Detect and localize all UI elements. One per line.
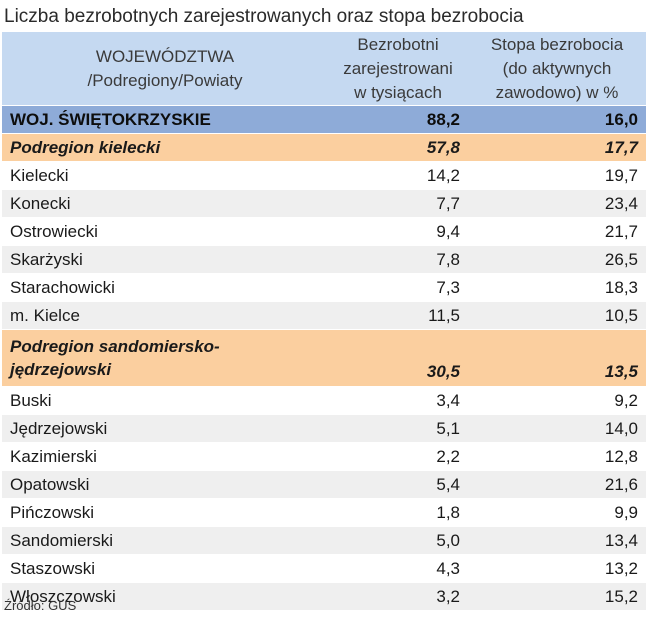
rate-value-cell: 10,5 bbox=[468, 301, 646, 330]
unemployed-value-cell: 30,5 bbox=[328, 329, 468, 387]
table-body: WOJ. ŚWIĘTOKRZYSKIE 88,2 16,0 Podregion kie… bbox=[2, 105, 646, 611]
region-name-cell: WOJ. ŚWIĘTOKRZYSKIE bbox=[2, 105, 328, 134]
header-rate-line-2: (do aktywnych bbox=[502, 58, 612, 78]
table-row: Ostrowiecki 9,4 21,7 bbox=[2, 217, 646, 246]
table-row: Włoszczowski 3,2 15,2 bbox=[2, 582, 646, 611]
region-name-cell: Staszowski bbox=[2, 554, 328, 583]
rate-value-cell: 13,2 bbox=[468, 554, 646, 583]
table-row: Konecki 7,7 23,4 bbox=[2, 189, 646, 218]
unemployed-value-cell: 3,2 bbox=[328, 582, 468, 611]
rate-value-cell: 13,4 bbox=[468, 526, 646, 555]
unemployed-value-cell: 2,2 bbox=[328, 442, 468, 471]
unemployed-value-cell: 88,2 bbox=[328, 105, 468, 134]
region-name-line: jędrzejowski bbox=[10, 360, 112, 379]
rate-value-cell: 13,5 bbox=[468, 329, 646, 387]
unemployed-value-cell: 5,1 bbox=[328, 414, 468, 443]
rate-value-cell: 17,7 bbox=[468, 133, 646, 162]
table-row: Kielecki 14,2 19,7 bbox=[2, 161, 646, 190]
region-name-cell: Kielecki bbox=[2, 161, 328, 190]
header-row: WOJEWÓDZTWA /Podregiony/Powiaty Bezrobot… bbox=[2, 32, 646, 106]
header-rate-line-1: Stopa bezrobocia bbox=[490, 34, 624, 54]
source-note: Źródło: GUS bbox=[4, 598, 77, 613]
header-unemployed-line-3: w tysiącach bbox=[354, 82, 442, 102]
rate-value-cell: 9,9 bbox=[468, 498, 646, 527]
unemployed-value-cell: 1,8 bbox=[328, 498, 468, 527]
rate-value-cell: 16,0 bbox=[468, 105, 646, 134]
table-row: Skarżyski 7,8 26,5 bbox=[2, 245, 646, 274]
region-name-cell: Opatowski bbox=[2, 470, 328, 499]
rate-value-cell: 14,0 bbox=[468, 414, 646, 443]
table-row: Pińczowski 1,8 9,9 bbox=[2, 498, 646, 527]
table-row: Kazimierski 2,2 12,8 bbox=[2, 442, 646, 471]
table-row: Buski 3,4 9,2 bbox=[2, 386, 646, 415]
region-name-cell: m. Kielce bbox=[2, 301, 328, 330]
header-unemployed-line-2: zarejestrowani bbox=[343, 58, 453, 78]
rate-value-cell: 18,3 bbox=[468, 273, 646, 302]
region-name-cell: Starachowicki bbox=[2, 273, 328, 302]
unemployed-value-cell: 14,2 bbox=[328, 161, 468, 190]
table-row: Staszowski 4,3 13,2 bbox=[2, 554, 646, 583]
rate-value-cell: 26,5 bbox=[468, 245, 646, 274]
region-name-line: Podregion sandomiersko- bbox=[10, 337, 220, 356]
unemployed-value-cell: 7,8 bbox=[328, 245, 468, 274]
unemployed-value-cell: 7,3 bbox=[328, 273, 468, 302]
unemployed-value-cell: 7,7 bbox=[328, 189, 468, 218]
header-rate-line-3: zawodowo) w % bbox=[495, 82, 619, 102]
rate-value-cell: 23,4 bbox=[468, 189, 646, 218]
region-name-cell: Konecki bbox=[2, 189, 328, 218]
unemployed-value-cell: 5,0 bbox=[328, 526, 468, 555]
header-unemployed: Bezrobotni zarejestrowani w tysiącach bbox=[328, 32, 468, 106]
header-region: WOJEWÓDZTWA /Podregiony/Powiaty bbox=[2, 32, 328, 106]
table-row: Jędrzejowski 5,1 14,0 bbox=[2, 414, 646, 443]
unemployed-value-cell: 57,8 bbox=[328, 133, 468, 162]
region-name-cell: Buski bbox=[2, 386, 328, 415]
table-row: Podregion sandomiersko-jędrzejowski 30,5 1… bbox=[2, 329, 646, 387]
header-unemployed-line-1: Bezrobotni bbox=[357, 34, 439, 54]
unemployed-value-cell: 4,3 bbox=[328, 554, 468, 583]
table-row: Starachowicki 7,3 18,3 bbox=[2, 273, 646, 302]
rate-value-cell: 19,7 bbox=[468, 161, 646, 190]
table-row: Sandomierski 5,0 13,4 bbox=[2, 526, 646, 555]
region-name-cell: Ostrowiecki bbox=[2, 217, 328, 246]
region-name-cell: Jędrzejowski bbox=[2, 414, 328, 443]
region-name-cell: Podregion sandomiersko-jędrzejowski bbox=[2, 329, 328, 387]
table-row: WOJ. ŚWIĘTOKRZYSKIE 88,2 16,0 bbox=[2, 105, 646, 134]
unemployed-value-cell: 9,4 bbox=[328, 217, 468, 246]
data-table: WOJEWÓDZTWA /Podregiony/Powiaty Bezrobot… bbox=[2, 32, 646, 611]
region-name-cell: Kazimierski bbox=[2, 442, 328, 471]
table-row: Podregion kielecki 57,8 17,7 bbox=[2, 133, 646, 162]
header-region-line-2: /Podregiony/Powiaty bbox=[87, 70, 243, 90]
chart-title: Liczba bezrobotnych zarejestrowanych ora… bbox=[4, 6, 524, 27]
region-name-cell: Włoszczowski bbox=[2, 582, 328, 611]
unemployed-value-cell: 11,5 bbox=[328, 301, 468, 330]
region-name-cell: Sandomierski bbox=[2, 526, 328, 555]
region-name-cell: Pińczowski bbox=[2, 498, 328, 527]
unemployed-value-cell: 3,4 bbox=[328, 386, 468, 415]
region-name-cell: Podregion kielecki bbox=[2, 133, 328, 162]
table-row: m. Kielce 11,5 10,5 bbox=[2, 301, 646, 330]
header-region-line-1: WOJEWÓDZTWA bbox=[95, 46, 235, 66]
rate-value-cell: 21,6 bbox=[468, 470, 646, 499]
rate-value-cell: 15,2 bbox=[468, 582, 646, 611]
rate-value-cell: 9,2 bbox=[468, 386, 646, 415]
region-name-cell: Skarżyski bbox=[2, 245, 328, 274]
unemployed-value-cell: 5,4 bbox=[328, 470, 468, 499]
header-rate: Stopa bezrobocia (do aktywnych zawodowo)… bbox=[468, 32, 646, 106]
table-row: Opatowski 5,4 21,6 bbox=[2, 470, 646, 499]
rate-value-cell: 21,7 bbox=[468, 217, 646, 246]
rate-value-cell: 12,8 bbox=[468, 442, 646, 471]
